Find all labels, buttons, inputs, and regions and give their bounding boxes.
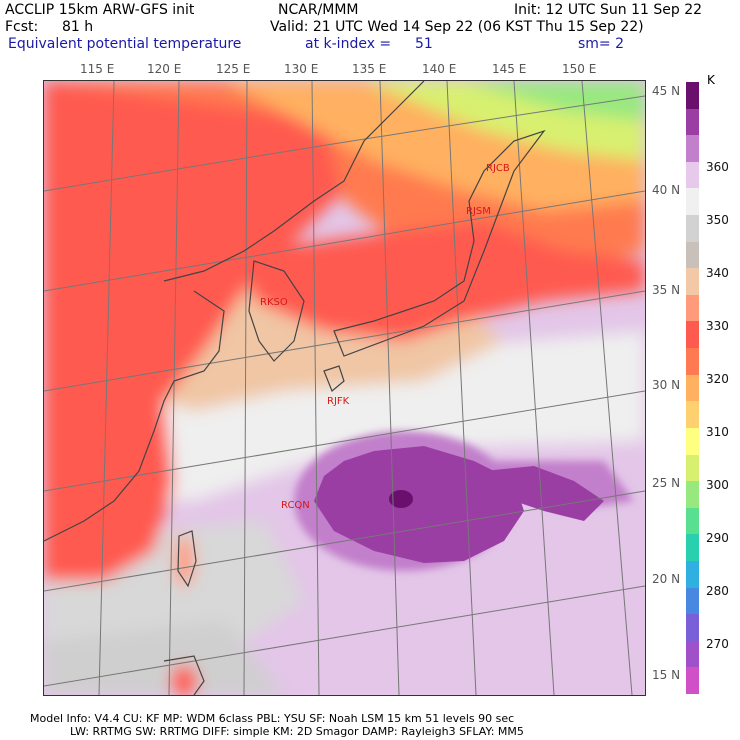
colorbar-segment: [686, 667, 699, 695]
lon-tick: 140 E: [422, 62, 457, 76]
smoothing-label: sm= 2: [578, 36, 625, 52]
colorbar-segment: [686, 161, 699, 189]
fcst-value: 81 h: [62, 19, 94, 35]
model-title: ACCLIP 15km ARW-GFS init: [5, 2, 195, 18]
lat-tick: 45 N: [652, 84, 681, 98]
colorbar-segment: [686, 294, 699, 322]
colorbar-label: 320: [706, 372, 729, 386]
map-panel[interactable]: RJCB RJSM RKSO RJFK RCQN: [43, 80, 646, 696]
lat-tick: 35 N: [652, 283, 681, 297]
level-label: at k-index =: [305, 36, 392, 52]
colorbar-label: 360: [706, 160, 729, 174]
valid-time: Valid: 21 UTC Wed 14 Sep 22 (06 KST Thu …: [270, 19, 644, 35]
colorbar-segment: [686, 188, 699, 216]
lat-tick: 40 N: [652, 183, 681, 197]
lat-tick: 30 N: [652, 378, 681, 392]
colorbar-unit: K: [707, 73, 715, 87]
lat-tick: 25 N: [652, 476, 681, 490]
colorbar-segment: [686, 135, 699, 163]
colorbar: [686, 82, 699, 695]
footer-line-1: Model Info: V4.4 CU: KF MP: WDM 6class P…: [30, 712, 515, 725]
colorbar-segment: [686, 215, 699, 243]
level-value: 51: [415, 36, 433, 52]
station-label: RJFK: [327, 396, 350, 407]
colorbar-label: 270: [706, 637, 729, 651]
colorbar-label: 330: [706, 319, 729, 333]
lat-tick: 15 N: [652, 668, 681, 682]
map-field: [44, 81, 645, 695]
colorbar-segment: [686, 108, 699, 136]
init-time: Init: 12 UTC Sun 11 Sep 22: [514, 2, 703, 18]
colorbar-segment: [686, 348, 699, 376]
fcst-label: Fcst:: [5, 19, 39, 35]
colorbar-segment: [686, 587, 699, 615]
station-label: RJSM: [466, 206, 491, 217]
colorbar-segment: [686, 427, 699, 455]
colorbar-segment: [686, 560, 699, 589]
station-label: RCQN: [281, 500, 310, 511]
lon-tick: 135 E: [352, 62, 387, 76]
colorbar-segment: [686, 82, 699, 110]
colorbar-segment: [686, 454, 699, 482]
colorbar-segment: [686, 481, 699, 509]
lon-tick: 120 E: [147, 62, 182, 76]
station-label: RJCB: [486, 163, 510, 174]
colorbar-segment: [686, 321, 699, 349]
colorbar-label: 350: [706, 213, 729, 227]
colorbar-segment: [686, 241, 699, 269]
field-name: Equivalent potential temperature: [8, 36, 242, 52]
lon-tick: 150 E: [562, 62, 597, 76]
colorbar-label: 310: [706, 425, 729, 439]
colorbar-segment: [686, 534, 699, 562]
lon-tick: 130 E: [284, 62, 319, 76]
station-label: RKSO: [260, 297, 288, 308]
colorbar-segment: [686, 640, 699, 668]
footer-line-2: LW: RRTMG SW: RRTMG DIFF: simple KM: 2D …: [70, 725, 524, 738]
lon-tick: 115 E: [80, 62, 115, 76]
org-label: NCAR/MMM: [278, 2, 359, 18]
colorbar-segment: [686, 268, 699, 296]
colorbar-label: 280: [706, 584, 729, 598]
colorbar-segment: [686, 374, 699, 402]
colorbar-segment: [686, 401, 699, 429]
colorbar-label: 340: [706, 266, 729, 280]
colorbar-label: 290: [706, 531, 729, 545]
lon-tick: 145 E: [492, 62, 527, 76]
lon-tick: 125 E: [216, 62, 251, 76]
colorbar-label: 300: [706, 478, 729, 492]
colorbar-segment: [686, 614, 699, 642]
lat-tick: 20 N: [652, 572, 681, 586]
colorbar-segment: [686, 507, 699, 535]
